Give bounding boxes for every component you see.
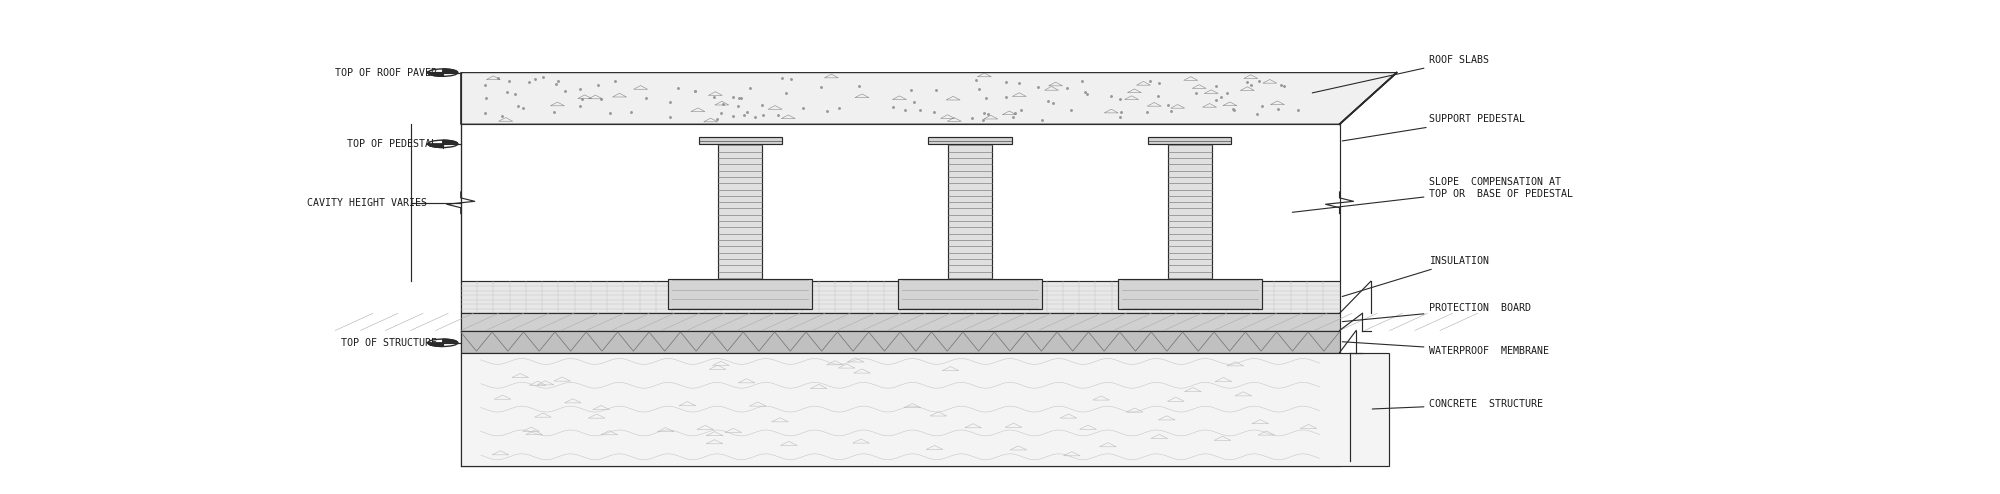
Polygon shape [442, 339, 458, 343]
Polygon shape [460, 73, 1396, 124]
Polygon shape [1118, 280, 1262, 309]
Text: CAVITY HEIGHT VARIES: CAVITY HEIGHT VARIES [306, 198, 426, 208]
Polygon shape [460, 353, 1390, 465]
Text: INSULATION: INSULATION [1342, 256, 1490, 296]
Polygon shape [898, 280, 1042, 309]
Text: SLOPE  COMPENSATION AT
TOP OR  BASE OF PEDESTAL: SLOPE COMPENSATION AT TOP OR BASE OF PED… [1292, 177, 1574, 212]
Polygon shape [1168, 144, 1212, 280]
Polygon shape [948, 144, 992, 280]
Text: TOP OF STRUCTURE: TOP OF STRUCTURE [340, 338, 436, 348]
Text: WATERPROOF  MEMBRANE: WATERPROOF MEMBRANE [1342, 342, 1550, 356]
Text: TOP OF ROOF PAVER: TOP OF ROOF PAVER [334, 68, 436, 78]
Polygon shape [460, 313, 1340, 330]
Text: SUPPORT PEDESTAL: SUPPORT PEDESTAL [1342, 114, 1526, 141]
Text: CONCRETE  STRUCTURE: CONCRETE STRUCTURE [1372, 399, 1544, 409]
Polygon shape [428, 144, 442, 148]
Polygon shape [1148, 137, 1232, 144]
Polygon shape [460, 330, 1340, 353]
Polygon shape [668, 280, 812, 309]
Polygon shape [428, 343, 442, 346]
Text: ROOF SLABS: ROOF SLABS [1312, 55, 1490, 93]
Polygon shape [698, 137, 782, 144]
Polygon shape [442, 69, 458, 73]
Polygon shape [428, 73, 442, 76]
Text: TOP OF PEDESTAL: TOP OF PEDESTAL [346, 139, 436, 149]
Text: PROTECTION  BOARD: PROTECTION BOARD [1342, 303, 1532, 322]
Polygon shape [442, 140, 458, 144]
Polygon shape [928, 137, 1012, 144]
Polygon shape [460, 282, 1340, 313]
Polygon shape [718, 144, 762, 280]
